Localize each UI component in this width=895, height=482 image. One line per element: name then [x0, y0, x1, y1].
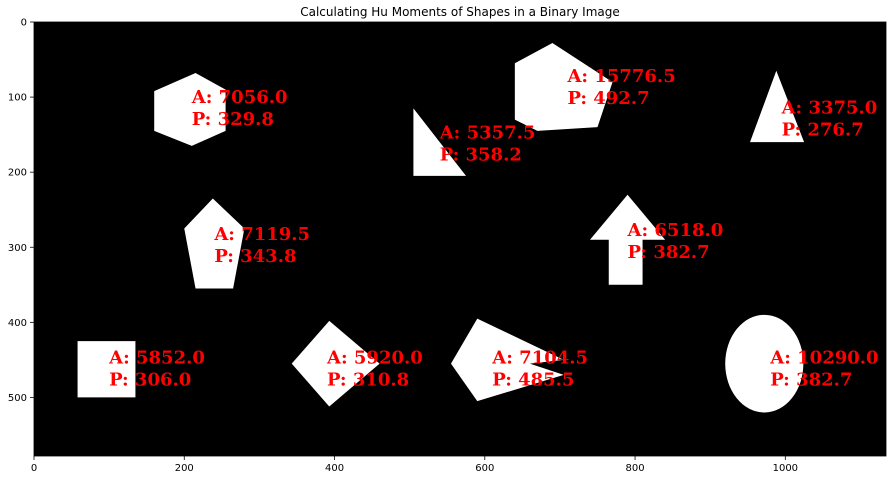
- shape-hexagon: [154, 73, 226, 146]
- shape-pentagon: [184, 198, 245, 289]
- shape-diamond: [291, 320, 380, 407]
- shape-area-label: A: 5920.0: [326, 348, 423, 369]
- shape-triangle-right: [413, 108, 467, 176]
- y-tick-label: 300: [8, 243, 27, 254]
- shape-area-label: A: 5852.0: [108, 348, 205, 369]
- y-tick-label: 0: [21, 18, 27, 29]
- shapes-layer: [77, 43, 805, 413]
- y-tick-label: 100: [8, 93, 27, 104]
- shape-large-hexagon: [514, 43, 613, 131]
- shape-area-label: A: 10290.0: [769, 348, 878, 369]
- shape-perimeter-label: P: 382.7: [628, 242, 710, 263]
- chart-title: Calculating Hu Moments of Shapes in a Bi…: [300, 5, 620, 19]
- axes-frame: [33, 21, 887, 457]
- shape-perimeter-label: P: 485.5: [492, 370, 574, 391]
- shape-area-label: A: 7119.5: [213, 224, 310, 245]
- shape-perimeter-label: P: 276.7: [782, 120, 864, 141]
- x-tick-label: 200: [175, 463, 194, 474]
- x-tick-label: 400: [325, 463, 344, 474]
- x-tick-label: 1000: [773, 463, 798, 474]
- shape-area-label: A: 6518.0: [627, 220, 724, 241]
- shape-perimeter-label: P: 492.7: [567, 88, 649, 109]
- shape-perimeter-label: P: 358.2: [440, 144, 522, 165]
- shape-area-label: A: 5357.5: [439, 122, 536, 143]
- shape-ellipse: [725, 314, 804, 413]
- y-tick-label: 500: [8, 393, 27, 404]
- shape-arrowhead: [450, 318, 564, 402]
- shape-square: [77, 341, 136, 398]
- shape-perimeter-label: P: 310.8: [327, 370, 409, 391]
- shape-perimeter-label: P: 306.0: [109, 370, 191, 391]
- shape-triangle-up: [750, 70, 805, 143]
- x-tick-label: 600: [475, 463, 494, 474]
- axes-layer: 0 200 400 600 800 1000 0 100 200 300 400 500: [8, 18, 887, 474]
- shape-arrow: [589, 194, 666, 285]
- y-tick-label: 200: [8, 168, 27, 179]
- shape-perimeter-label: P: 329.8: [192, 109, 274, 130]
- shape-perimeter-label: P: 382.7: [770, 370, 852, 391]
- shape-area-label: A: 7104.5: [491, 348, 588, 369]
- labels-layer: A: 7056.0P: 329.8 A: 15776.5P: 492.7 A: 53…: [108, 66, 878, 391]
- x-tick-label: 0: [31, 463, 37, 474]
- shape-area-label: A: 7056.0: [191, 87, 288, 108]
- shape-perimeter-label: P: 343.8: [214, 246, 296, 267]
- shape-area-label: A: 15776.5: [566, 66, 675, 87]
- shape-area-label: A: 3375.0: [781, 98, 878, 119]
- x-tick-label: 800: [626, 463, 645, 474]
- y-tick-label: 400: [8, 318, 27, 329]
